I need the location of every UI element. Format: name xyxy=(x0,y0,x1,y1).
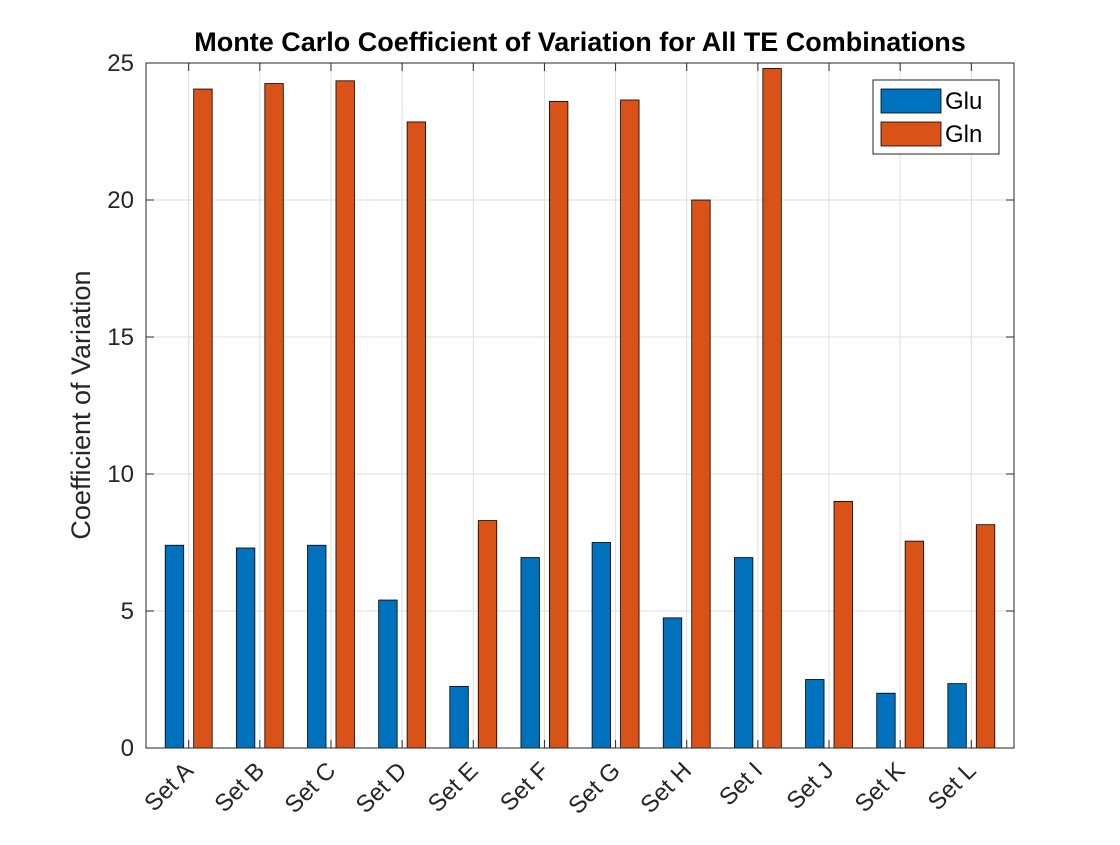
legend-label-glu: Glu xyxy=(945,88,982,115)
bar-gln-set-i xyxy=(762,68,782,749)
y-tick-label: 5 xyxy=(121,598,134,625)
bar-glu-set-i xyxy=(733,557,754,749)
bars xyxy=(164,68,996,749)
x-tick-label: Set J xyxy=(781,757,839,815)
x-tick-label: Set K xyxy=(850,757,911,818)
legend-swatch-glu xyxy=(880,88,942,114)
bar-gln-set-c xyxy=(335,80,355,749)
bar-gln-set-b xyxy=(264,83,284,749)
x-tick-label: Set G xyxy=(563,757,625,819)
x-tick-label: Set L xyxy=(923,757,982,816)
grid-lines xyxy=(146,62,1014,749)
x-tick-label: Set F xyxy=(495,757,555,817)
bar-gln-set-j xyxy=(833,500,853,749)
bar-glu-set-a xyxy=(164,544,185,749)
plot-box xyxy=(145,62,1015,749)
bar-glu-set-b xyxy=(235,547,256,749)
y-tick-label: 10 xyxy=(107,461,134,488)
bar-glu-set-f xyxy=(520,557,540,749)
bar-gln-set-k xyxy=(904,540,925,749)
y-tick-label: 25 xyxy=(107,50,134,77)
x-tick-label: Set C xyxy=(280,757,342,819)
bar-glu-set-d xyxy=(378,599,398,749)
x-tick-label: Set A xyxy=(139,757,199,817)
bar-glu-set-g xyxy=(591,542,611,749)
bar-glu-set-e xyxy=(449,685,469,749)
chart-title: Monte Carlo Coefficient of Variation for… xyxy=(194,27,966,57)
y-tick-label: 0 xyxy=(121,735,134,762)
legend-label-gln: Gln xyxy=(945,121,982,148)
bar-glu-set-l xyxy=(947,683,967,749)
bar-gln-set-e xyxy=(477,520,498,749)
legend: Glu Gln xyxy=(872,79,1000,155)
bar-gln-set-a xyxy=(193,88,213,749)
bar-gln-set-f xyxy=(549,100,569,749)
legend-swatch-gln xyxy=(880,121,942,147)
y-tick-label: 15 xyxy=(107,324,134,351)
bar-gln-set-d xyxy=(406,121,427,749)
x-tick-label: Set I xyxy=(714,757,768,811)
x-tick-label: Set B xyxy=(209,757,270,818)
x-tick-label: Set E xyxy=(423,757,484,818)
x-tick-label: Set D xyxy=(351,757,413,819)
plot-area xyxy=(146,63,1014,748)
x-tick-label: Set H xyxy=(635,757,697,819)
bar-gln-set-g xyxy=(620,99,640,749)
bar-gln-set-h xyxy=(691,199,711,749)
bar-gln-set-l xyxy=(975,524,996,749)
bar-glu-set-c xyxy=(307,544,327,749)
y-tick-label: 20 xyxy=(107,187,134,214)
bar-glu-set-j xyxy=(805,679,825,749)
y-axis-label: Coefficient of Variation xyxy=(66,270,96,539)
bar-glu-set-h xyxy=(662,617,683,749)
bar-glu-set-k xyxy=(876,692,896,749)
